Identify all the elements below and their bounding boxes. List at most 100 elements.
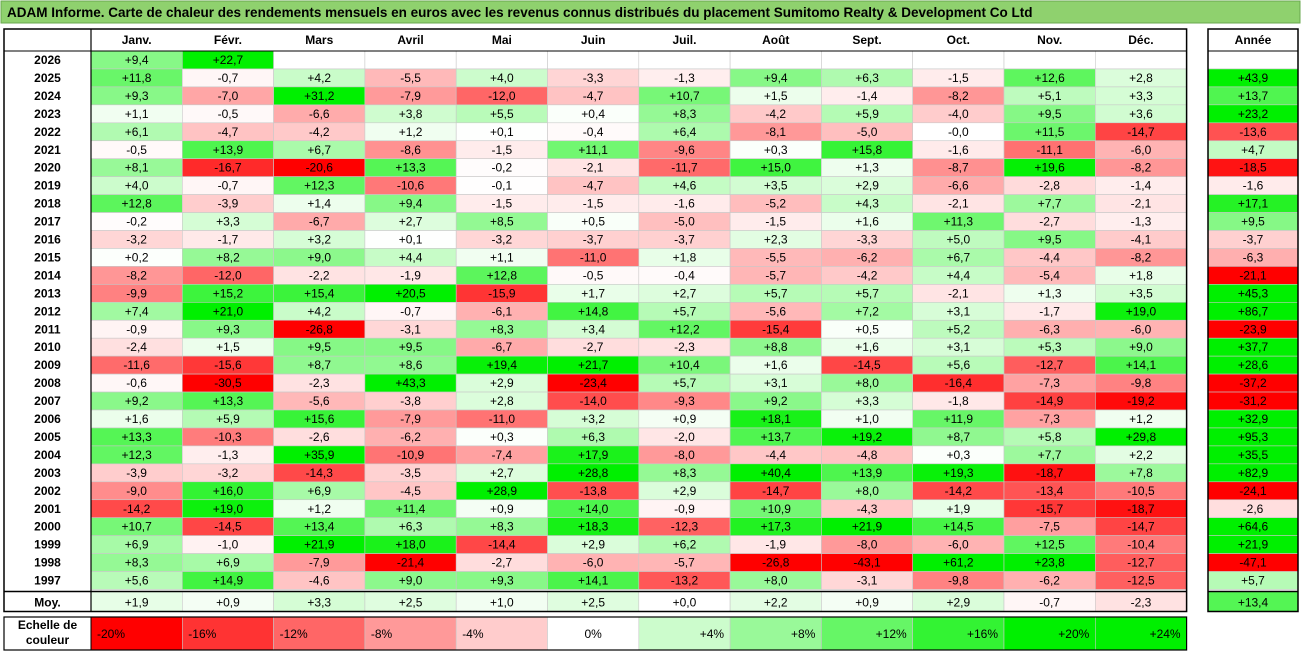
avg-value: +0,9 bbox=[216, 596, 240, 610]
cell-value: +0,4 bbox=[581, 107, 605, 121]
cell-value: +5,9 bbox=[216, 412, 240, 426]
cell-value: -13,4 bbox=[1036, 484, 1064, 498]
cell-value: +3,8 bbox=[399, 107, 423, 121]
cell-value: +7,7 bbox=[1038, 197, 1062, 211]
cell-value: -8,7 bbox=[948, 161, 969, 175]
cell-value: -6,2 bbox=[400, 430, 421, 444]
cell-value: -0,1 bbox=[492, 179, 513, 193]
cell-value: +29,8 bbox=[1126, 430, 1157, 444]
cell-value: +18,3 bbox=[578, 520, 609, 534]
cell-value: +15,2 bbox=[213, 286, 244, 300]
table-frame bbox=[3, 28, 1188, 613]
annual-value: +9,5 bbox=[1241, 215, 1265, 229]
cell-value: -4,2 bbox=[765, 107, 786, 121]
cell-value: +13,3 bbox=[213, 394, 244, 408]
cell-value: +2,7 bbox=[490, 466, 514, 480]
cell-value: +2,8 bbox=[1129, 71, 1153, 85]
cell-value: +19,6 bbox=[1034, 161, 1065, 175]
annual-value: +86,7 bbox=[1238, 304, 1269, 318]
cell-value: +14,0 bbox=[578, 502, 609, 516]
heatmap-cell bbox=[273, 50, 366, 70]
scale-value: +12% bbox=[876, 627, 907, 641]
cell-value: -9,8 bbox=[1131, 376, 1152, 390]
scale-swatch bbox=[1003, 616, 1096, 651]
cell-value: +13,7 bbox=[761, 430, 792, 444]
cell-value: -1,4 bbox=[1131, 179, 1152, 193]
cell-value: +0,9 bbox=[673, 412, 697, 426]
cell-value: -7,5 bbox=[1039, 520, 1060, 534]
cell-value: -2,1 bbox=[583, 161, 604, 175]
cell-value: +20,5 bbox=[395, 286, 426, 300]
cell-value: +0,3 bbox=[490, 430, 514, 444]
cell-value: -0,7 bbox=[400, 304, 421, 318]
year-label: 2000 bbox=[34, 520, 61, 534]
cell-value: +21,9 bbox=[304, 538, 335, 552]
cell-value: +6,3 bbox=[581, 430, 605, 444]
cell-value: -0,7 bbox=[218, 179, 239, 193]
cell-value: +5,3 bbox=[1038, 340, 1062, 354]
cell-value: +0,2 bbox=[125, 250, 149, 264]
year-label: 2019 bbox=[34, 179, 61, 193]
year-label: 2010 bbox=[34, 340, 61, 354]
cell-value: -11,6 bbox=[123, 358, 150, 372]
cell-value: +4,3 bbox=[855, 197, 879, 211]
cell-value: +8,1 bbox=[125, 161, 149, 175]
cell-value: -0,9 bbox=[126, 322, 147, 336]
cell-value: +1,6 bbox=[855, 215, 879, 229]
cell-value: +1,5 bbox=[216, 340, 240, 354]
cell-value: -6,0 bbox=[1131, 322, 1152, 336]
cell-value: +23,8 bbox=[1034, 556, 1065, 570]
cell-value: -4,7 bbox=[583, 89, 604, 103]
year-label: 2003 bbox=[34, 466, 61, 480]
cell-value: -7,9 bbox=[400, 412, 421, 426]
cell-value: -0,4 bbox=[583, 125, 604, 139]
cell-value: +19,3 bbox=[943, 466, 974, 480]
avg-value: +0,0 bbox=[673, 596, 697, 610]
year-label: 2007 bbox=[34, 394, 61, 408]
cell-value: +1,1 bbox=[125, 107, 149, 121]
cell-value: +35,9 bbox=[304, 448, 335, 462]
cell-value: +12,8 bbox=[121, 197, 152, 211]
cell-value: -3,1 bbox=[857, 574, 878, 588]
year-label: 2004 bbox=[34, 448, 61, 462]
cell-value: +9,5 bbox=[307, 340, 331, 354]
cell-value: +7,4 bbox=[125, 304, 149, 318]
year-label: 2024 bbox=[34, 89, 61, 103]
cell-value: +11,3 bbox=[944, 215, 974, 229]
column-header: Mars bbox=[305, 33, 333, 47]
cell-value: +1,6 bbox=[125, 412, 149, 426]
cell-value: +1,6 bbox=[764, 358, 788, 372]
cell-value: -2,7 bbox=[583, 340, 604, 354]
cell-value: -26,8 bbox=[306, 322, 334, 336]
cell-value: +7,7 bbox=[1038, 448, 1062, 462]
cell-value: +0,1 bbox=[399, 233, 423, 247]
cell-value: +10,4 bbox=[669, 358, 700, 372]
cell-value: -8,2 bbox=[1131, 161, 1152, 175]
cell-value: +8,5 bbox=[490, 215, 514, 229]
cell-value: -10,6 bbox=[397, 179, 425, 193]
scale-label: couleur bbox=[26, 633, 70, 647]
year-label: 2015 bbox=[34, 250, 61, 264]
year-label: 1999 bbox=[34, 538, 61, 552]
cell-value: +4,0 bbox=[125, 179, 149, 193]
cell-value: -1,3 bbox=[674, 71, 695, 85]
year-label: 2014 bbox=[34, 268, 61, 282]
cell-value: -1,7 bbox=[218, 233, 239, 247]
cell-value: +7,8 bbox=[1129, 466, 1153, 480]
year-label: 2001 bbox=[34, 502, 61, 516]
column-header: Févr. bbox=[214, 33, 242, 47]
cell-value: -14,7 bbox=[1127, 520, 1155, 534]
cell-value: -8,1 bbox=[765, 125, 786, 139]
cell-value: -2,4 bbox=[126, 340, 147, 354]
cell-value: -2,6 bbox=[309, 430, 330, 444]
cell-value: +19,2 bbox=[852, 430, 883, 444]
cell-value: -0,5 bbox=[218, 107, 239, 121]
cell-value: +4,6 bbox=[673, 179, 697, 193]
cell-value: -1,3 bbox=[1131, 215, 1152, 229]
cell-value: +22,7 bbox=[213, 53, 244, 67]
column-header: Juil. bbox=[672, 33, 696, 47]
cell-value: -2,3 bbox=[309, 376, 330, 390]
scale-value: +20% bbox=[1058, 627, 1089, 641]
cell-value: +2,2 bbox=[1129, 448, 1153, 462]
